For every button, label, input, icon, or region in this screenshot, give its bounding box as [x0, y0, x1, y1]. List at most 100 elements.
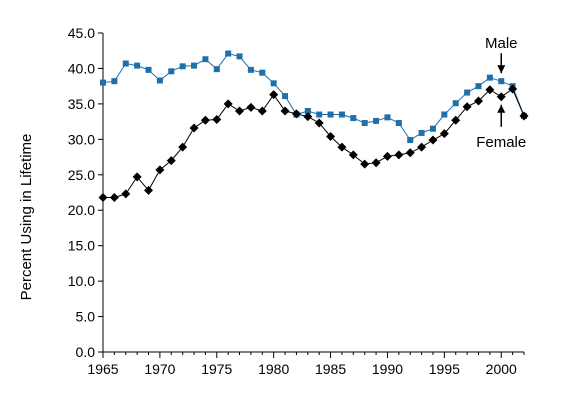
data-point-male [145, 66, 152, 73]
data-point-female [109, 192, 119, 202]
data-point-female [155, 165, 165, 175]
annotation-arrow-head [497, 104, 506, 113]
data-point-male [100, 79, 106, 86]
y-tick-label: 15.0 [68, 238, 95, 254]
data-point-male [259, 69, 266, 76]
data-point-female [451, 115, 461, 125]
data-point-male [361, 120, 368, 127]
y-tick-label: 0.0 [76, 344, 96, 360]
data-point-female [166, 156, 176, 166]
data-point-female [246, 102, 256, 112]
y-tick-label: 35.0 [68, 96, 95, 112]
data-point-female [360, 159, 370, 169]
annotations: Male Female [476, 35, 526, 151]
data-point-female [144, 185, 154, 195]
y-tick-label: 25.0 [68, 167, 95, 183]
data-point-female [462, 102, 472, 112]
data-point-female [417, 142, 427, 152]
data-point-male [247, 66, 254, 73]
data-point-female [257, 106, 267, 116]
data-point-male [350, 115, 357, 122]
data-point-male [134, 62, 141, 69]
x-tick-label: 1975 [201, 361, 232, 377]
y-axis-ticks: 0.0 5.0 10.0 15.0 20.0 25.0 30.0 35.0 40.0 45.0 [68, 25, 103, 360]
data-point-female [326, 131, 336, 141]
x-tick-label: 1980 [258, 361, 289, 377]
data-point-female [405, 148, 415, 158]
data-point-female [439, 129, 449, 139]
data-point-male [179, 63, 186, 70]
data-point-female [428, 135, 438, 145]
data-point-male [441, 111, 448, 118]
x-tick-label: 1990 [372, 361, 403, 377]
data-point-male [191, 62, 198, 69]
y-tick-label: 40.0 [68, 60, 95, 76]
data-point-male [202, 56, 209, 63]
data-point-male [338, 111, 345, 118]
data-point-male [225, 50, 232, 57]
x-tick-label: 1995 [429, 361, 460, 377]
y-tick-label: 10.0 [68, 273, 95, 289]
annotation-female: Female [476, 104, 526, 151]
data-point-male [236, 53, 243, 60]
data-point-female [485, 85, 495, 95]
annotation-male: Male [485, 35, 518, 74]
series-line-male [102, 53, 525, 141]
data-point-female [519, 111, 529, 121]
annotation-label: Female [476, 134, 526, 151]
x-axis-ticks: 1965 1970 1975 1980 1985 1990 1995 2000 [87, 352, 525, 377]
data-point-female [394, 150, 404, 160]
annotation-label: Male [485, 35, 518, 52]
data-point-female [121, 189, 131, 199]
data-point-male [452, 100, 459, 107]
data-point-female [496, 92, 506, 102]
series-male [100, 50, 527, 144]
axes [102, 33, 524, 353]
data-point-female [508, 84, 518, 94]
data-point-female [303, 112, 313, 122]
data-point-female [348, 150, 358, 160]
data-point-female [371, 158, 381, 168]
x-tick-label: 1985 [315, 361, 346, 377]
data-point-female [132, 172, 142, 182]
data-point-male [156, 77, 163, 84]
data-point-male [429, 125, 436, 132]
data-point-female [189, 123, 199, 133]
data-point-female [291, 109, 301, 119]
series-line-female [103, 88, 525, 198]
data-point-male [122, 60, 129, 67]
x-tick-label: 2000 [486, 361, 517, 377]
data-point-male [282, 93, 289, 100]
data-point-male [316, 111, 323, 118]
data-point-male [304, 107, 311, 114]
data-point-female [200, 115, 210, 125]
x-tick-label: 1970 [144, 361, 175, 377]
data-point-male [384, 114, 391, 121]
series-group [98, 50, 529, 202]
data-point-female [269, 90, 279, 100]
data-point-male [486, 74, 493, 81]
y-tick-label: 5.0 [76, 309, 96, 325]
data-point-female [337, 142, 347, 152]
y-tick-label: 45.0 [68, 25, 95, 41]
data-point-male [475, 83, 482, 90]
data-point-female [280, 106, 290, 116]
annotation-arrow-head [497, 65, 506, 74]
data-point-female [98, 192, 108, 202]
x-tick-label: 1965 [87, 361, 118, 377]
data-point-female [178, 142, 188, 152]
data-point-male [213, 66, 220, 73]
y-axis-title: Percent Using in Lifetime [18, 134, 35, 301]
y-tick-label: 20.0 [68, 202, 95, 218]
data-point-female [473, 96, 483, 106]
data-point-female [382, 151, 392, 161]
data-point-female [212, 114, 222, 124]
data-point-male [373, 117, 380, 124]
data-point-male [418, 129, 425, 136]
data-point-male [407, 137, 414, 144]
data-point-male [168, 68, 175, 75]
data-point-male [498, 78, 505, 85]
y-tick-label: 30.0 [68, 131, 95, 147]
data-point-male [111, 78, 118, 85]
